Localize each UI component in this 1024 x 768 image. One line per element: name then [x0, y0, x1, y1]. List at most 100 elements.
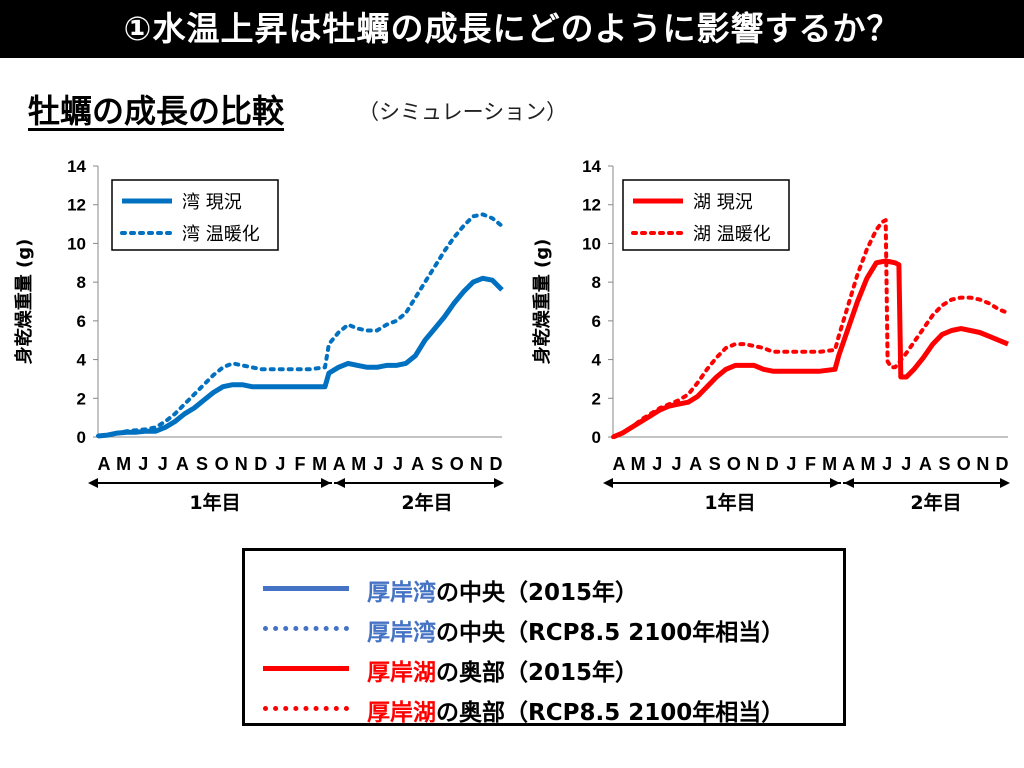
x-tick-label: J [671, 454, 681, 474]
year-1-label: 1年目 [189, 491, 240, 514]
y-tick-label: 4 [77, 351, 87, 370]
y-tick-label: 6 [592, 312, 601, 331]
y-tick-label: 8 [592, 273, 601, 292]
x-tick-label: J [275, 454, 285, 474]
x-tick-label: J [901, 454, 911, 474]
arrow-head [335, 478, 345, 488]
y-tick-label: 6 [77, 312, 86, 331]
x-tick-label: A [919, 454, 932, 474]
x-tick-label: J [158, 454, 168, 474]
x-tick-label: F [295, 454, 306, 474]
inner-legend-label: 湾 温暖化 [182, 224, 260, 245]
y-tick-label: 2 [77, 389, 86, 408]
x-tick-label: O [957, 454, 971, 474]
y-tick-label: 10 [67, 234, 86, 253]
y-tick-label: 10 [582, 234, 601, 253]
legend-box: 厚岸湾の中央（2015年） 厚岸湾の中央（RCP8.5 2100年相当） 厚岸湖… [242, 548, 846, 726]
x-tick-label: F [805, 454, 816, 474]
arrow-head [88, 478, 98, 488]
y-tick-label: 2 [592, 389, 601, 408]
arrow-head [844, 478, 854, 488]
legend-item: 厚岸湖の奥部（RCP8.5 2100年相当） [263, 687, 833, 727]
arrow-gap [841, 480, 843, 486]
legend-desc: の中央（2015年） [436, 580, 639, 606]
y-tick-label: 0 [592, 428, 601, 447]
x-tick-label: D [490, 454, 503, 474]
year-2-label: 2年目 [401, 491, 452, 514]
legend-line-lake-current [263, 666, 349, 671]
x-tick-label: D [996, 454, 1009, 474]
x-tick-label: S [939, 454, 951, 474]
y-axis-label: 身乾燥重量 (g) [13, 239, 35, 365]
x-tick-label: A [613, 454, 626, 474]
x-tick-label: M [351, 454, 366, 474]
x-tick-label: D [254, 454, 267, 474]
x-tick-label: J [373, 454, 383, 474]
y-tick-label: 4 [592, 351, 602, 370]
x-tick-label: A [411, 454, 424, 474]
x-tick-label: S [431, 454, 443, 474]
x-tick-label: A [842, 454, 855, 474]
arrow-head [603, 478, 613, 488]
x-tick-label: O [450, 454, 464, 474]
inner-legend-label: 湖 温暖化 [693, 224, 771, 245]
x-tick-label: A [333, 454, 346, 474]
x-tick-label: N [470, 454, 483, 474]
x-tick-label: M [860, 454, 875, 474]
legend-item: 厚岸湾の中央（RCP8.5 2100年相当） [263, 607, 833, 647]
x-tick-label: J [138, 454, 148, 474]
legend-desc: の奥部（2015年） [436, 660, 639, 686]
x-tick-label: N [747, 454, 760, 474]
x-tick-label: D [766, 454, 779, 474]
arrow-head [1000, 478, 1010, 488]
x-tick-label: A [176, 454, 189, 474]
x-tick-label: M [822, 454, 837, 474]
y-tick-label: 12 [582, 196, 601, 215]
legend-place: 厚岸湖 [367, 700, 436, 726]
inner-legend-label: 湾 現況 [182, 192, 242, 213]
legend-place: 厚岸湾 [367, 620, 436, 646]
x-tick-label: A [98, 454, 111, 474]
series-line-current [97, 275, 504, 439]
x-tick-label: N [976, 454, 989, 474]
x-tick-label: N [235, 454, 248, 474]
page-title: ①水温上昇は牡蠣の成長にどのように影響するか？ [0, 0, 1024, 58]
y-tick-label: 14 [67, 157, 86, 176]
year-2-label: 2年目 [910, 491, 961, 514]
legend-line-bay-current [263, 586, 349, 591]
series-line-warming [96, 212, 504, 438]
inner-legend-box [111, 179, 279, 251]
y-tick-label: 0 [77, 428, 86, 447]
x-tick-label: O [215, 454, 229, 474]
year-1-label: 1年目 [704, 491, 755, 514]
series-line-warming [611, 218, 1010, 439]
x-tick-label: J [652, 454, 662, 474]
x-tick-label: S [709, 454, 721, 474]
section-title: 牡蠣の成長の比較 [28, 92, 285, 130]
section-note: （シミュレーション） [358, 100, 568, 124]
x-tick-label: S [196, 454, 208, 474]
y-tick-label: 12 [67, 196, 86, 215]
legend-item: 厚岸湾の中央（2015年） [263, 567, 833, 607]
x-tick-label: J [882, 454, 892, 474]
legend-line-lake-warming [263, 706, 349, 711]
arrow-gap [332, 480, 334, 486]
arrow-head [494, 478, 504, 488]
x-tick-label: A [689, 454, 702, 474]
x-tick-label: M [631, 454, 646, 474]
y-axis-label: 身乾燥重量 (g) [531, 239, 553, 365]
inner-legend-label: 湖 現況 [693, 192, 753, 213]
y-tick-label: 14 [582, 157, 601, 176]
arrow-head [830, 478, 840, 488]
inner-legend-box [622, 179, 790, 251]
legend-desc: の中央（RCP8.5 2100年相当） [436, 620, 785, 646]
x-tick-label: M [312, 454, 327, 474]
legend-place: 厚岸湾 [367, 580, 436, 606]
x-tick-label: O [727, 454, 741, 474]
legend-place: 厚岸湖 [367, 660, 436, 686]
legend-desc: の奥部（RCP8.5 2100年相当） [436, 700, 785, 726]
series-line-current [612, 258, 1009, 440]
